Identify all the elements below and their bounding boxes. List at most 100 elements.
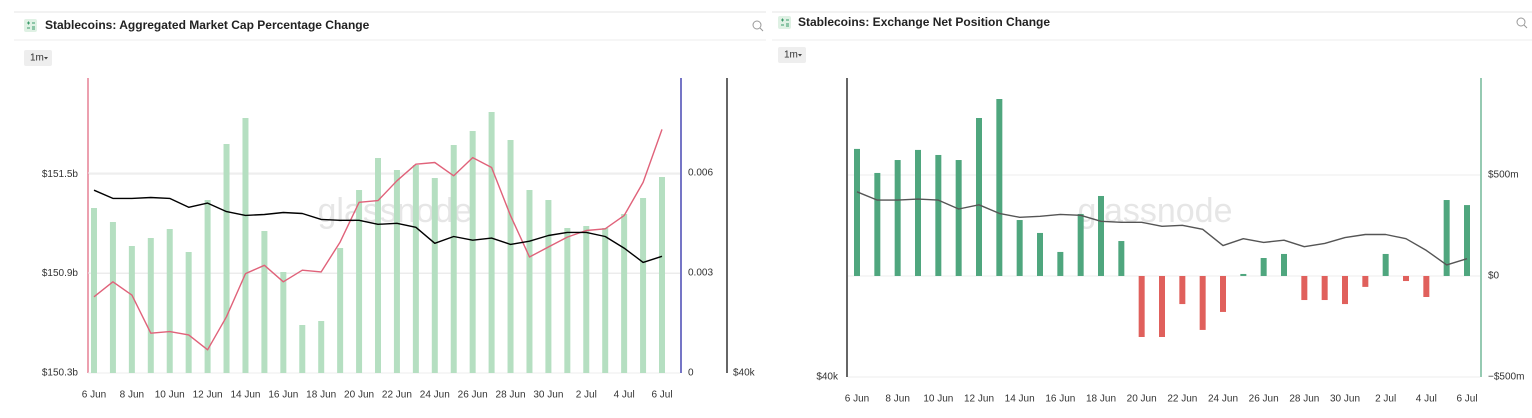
bar bbox=[1423, 275, 1430, 297]
x-tick-label: 28 Jun bbox=[1289, 394, 1319, 405]
bar bbox=[488, 112, 495, 373]
y-tick-label: −$500m bbox=[1488, 372, 1524, 383]
y2-tick-label: 0 bbox=[688, 368, 694, 379]
bar bbox=[915, 149, 921, 276]
bar bbox=[109, 222, 116, 373]
bar bbox=[375, 158, 381, 373]
bar bbox=[412, 165, 419, 373]
timeframe-button[interactable]: 1m bbox=[24, 50, 52, 66]
bar bbox=[469, 131, 476, 373]
chart-title: Stablecoins: Aggregated Market Cap Perce… bbox=[45, 18, 370, 32]
bar bbox=[1281, 253, 1287, 276]
bar bbox=[602, 228, 609, 373]
bar bbox=[1037, 232, 1043, 276]
bar bbox=[659, 177, 665, 373]
x-tick-label: 30 Jun bbox=[1330, 394, 1360, 405]
bar bbox=[204, 200, 211, 373]
x-tick-label: 18 Jun bbox=[306, 390, 336, 401]
y-tick-label: $0 bbox=[1488, 271, 1500, 282]
x-tick-label: 4 Jul bbox=[1416, 394, 1437, 405]
x-tick-label: 2 Jul bbox=[576, 390, 597, 401]
x-tick-label: 30 Jun bbox=[533, 390, 563, 401]
caret bbox=[44, 57, 48, 60]
panel-icon bbox=[778, 16, 791, 29]
bar bbox=[1362, 275, 1369, 287]
x-tick-label: 10 Jun bbox=[923, 394, 953, 405]
bar bbox=[564, 228, 571, 373]
bar bbox=[894, 160, 901, 276]
bar bbox=[128, 246, 135, 373]
x-tick-label: 8 Jun bbox=[120, 390, 144, 401]
x-tick-label: 6 Jun bbox=[82, 390, 106, 401]
chart: glassnode$150.3b$150.9b$151.5b00.0030.00… bbox=[42, 78, 756, 401]
line bbox=[93, 189, 663, 264]
line bbox=[93, 129, 663, 351]
bar bbox=[1159, 275, 1165, 337]
bar bbox=[147, 238, 154, 373]
zoom-button[interactable] bbox=[752, 20, 764, 32]
bar bbox=[450, 145, 457, 373]
bar bbox=[337, 248, 344, 373]
panel-icon-glyph bbox=[781, 18, 789, 27]
y3-tick-label: $40k bbox=[733, 368, 756, 379]
chart-title: Stablecoins: Exchange Net Position Chang… bbox=[798, 15, 1050, 29]
timeframe-button-bg bbox=[778, 47, 806, 63]
x-tick-label: 12 Jun bbox=[193, 390, 223, 401]
bar bbox=[526, 190, 533, 373]
bar bbox=[955, 160, 962, 276]
x-tick-label: 14 Jun bbox=[230, 390, 260, 401]
x-tick-label: 24 Jun bbox=[420, 390, 450, 401]
x-tick-label: 18 Jun bbox=[1086, 394, 1116, 405]
x-tick-label: 2 Jul bbox=[1375, 394, 1396, 405]
bar bbox=[545, 200, 552, 373]
bar bbox=[874, 172, 881, 276]
bar bbox=[1342, 275, 1348, 305]
y3-tick-label: $40k bbox=[816, 372, 839, 383]
bar bbox=[1443, 200, 1450, 276]
bar bbox=[280, 272, 287, 373]
x-tick-label: 12 Jun bbox=[964, 394, 994, 405]
x-tick-label: 26 Jun bbox=[458, 390, 488, 401]
bar bbox=[1240, 273, 1247, 276]
bar bbox=[507, 140, 514, 373]
bar bbox=[1403, 275, 1409, 282]
bar bbox=[242, 118, 249, 373]
x-tick-label: 8 Jun bbox=[885, 394, 909, 405]
x-tick-label: 22 Jun bbox=[382, 390, 412, 401]
bar bbox=[1098, 195, 1104, 276]
bar bbox=[223, 144, 230, 373]
caret bbox=[798, 54, 802, 57]
bar bbox=[1016, 220, 1023, 276]
x-tick-label: 24 Jun bbox=[1208, 394, 1238, 405]
zoom-button[interactable] bbox=[1516, 17, 1528, 29]
x-tick-label: 28 Jun bbox=[496, 390, 526, 401]
bar bbox=[393, 170, 400, 373]
x-tick-label: 16 Jun bbox=[268, 390, 298, 401]
panel-icon bbox=[24, 19, 37, 32]
x-tick-label: 10 Jun bbox=[155, 390, 185, 401]
bar bbox=[299, 325, 306, 373]
bar bbox=[1138, 275, 1145, 337]
bar bbox=[356, 190, 363, 373]
timeframe-label: 1m bbox=[30, 53, 44, 64]
y-tick-label: $150.3b bbox=[42, 368, 79, 379]
bar bbox=[1077, 213, 1084, 276]
x-tick-label: 6 Jun bbox=[845, 394, 869, 405]
y-tick-label: $150.9b bbox=[42, 268, 79, 279]
timeframe-button-bg bbox=[24, 50, 52, 66]
bar bbox=[318, 321, 325, 373]
x-tick-label: 6 Jul bbox=[651, 390, 672, 401]
bar bbox=[1220, 275, 1226, 312]
x-tick-label: 4 Jul bbox=[614, 390, 635, 401]
timeframe-button[interactable]: 1m bbox=[778, 47, 806, 63]
x-tick-label: 26 Jun bbox=[1249, 394, 1279, 405]
bar bbox=[261, 231, 268, 373]
panel-icon-glyph bbox=[27, 21, 35, 30]
x-tick-label: 20 Jun bbox=[344, 390, 374, 401]
bar bbox=[1382, 253, 1389, 276]
bar bbox=[185, 252, 192, 373]
x-tick-label: 6 Jul bbox=[1456, 394, 1477, 405]
